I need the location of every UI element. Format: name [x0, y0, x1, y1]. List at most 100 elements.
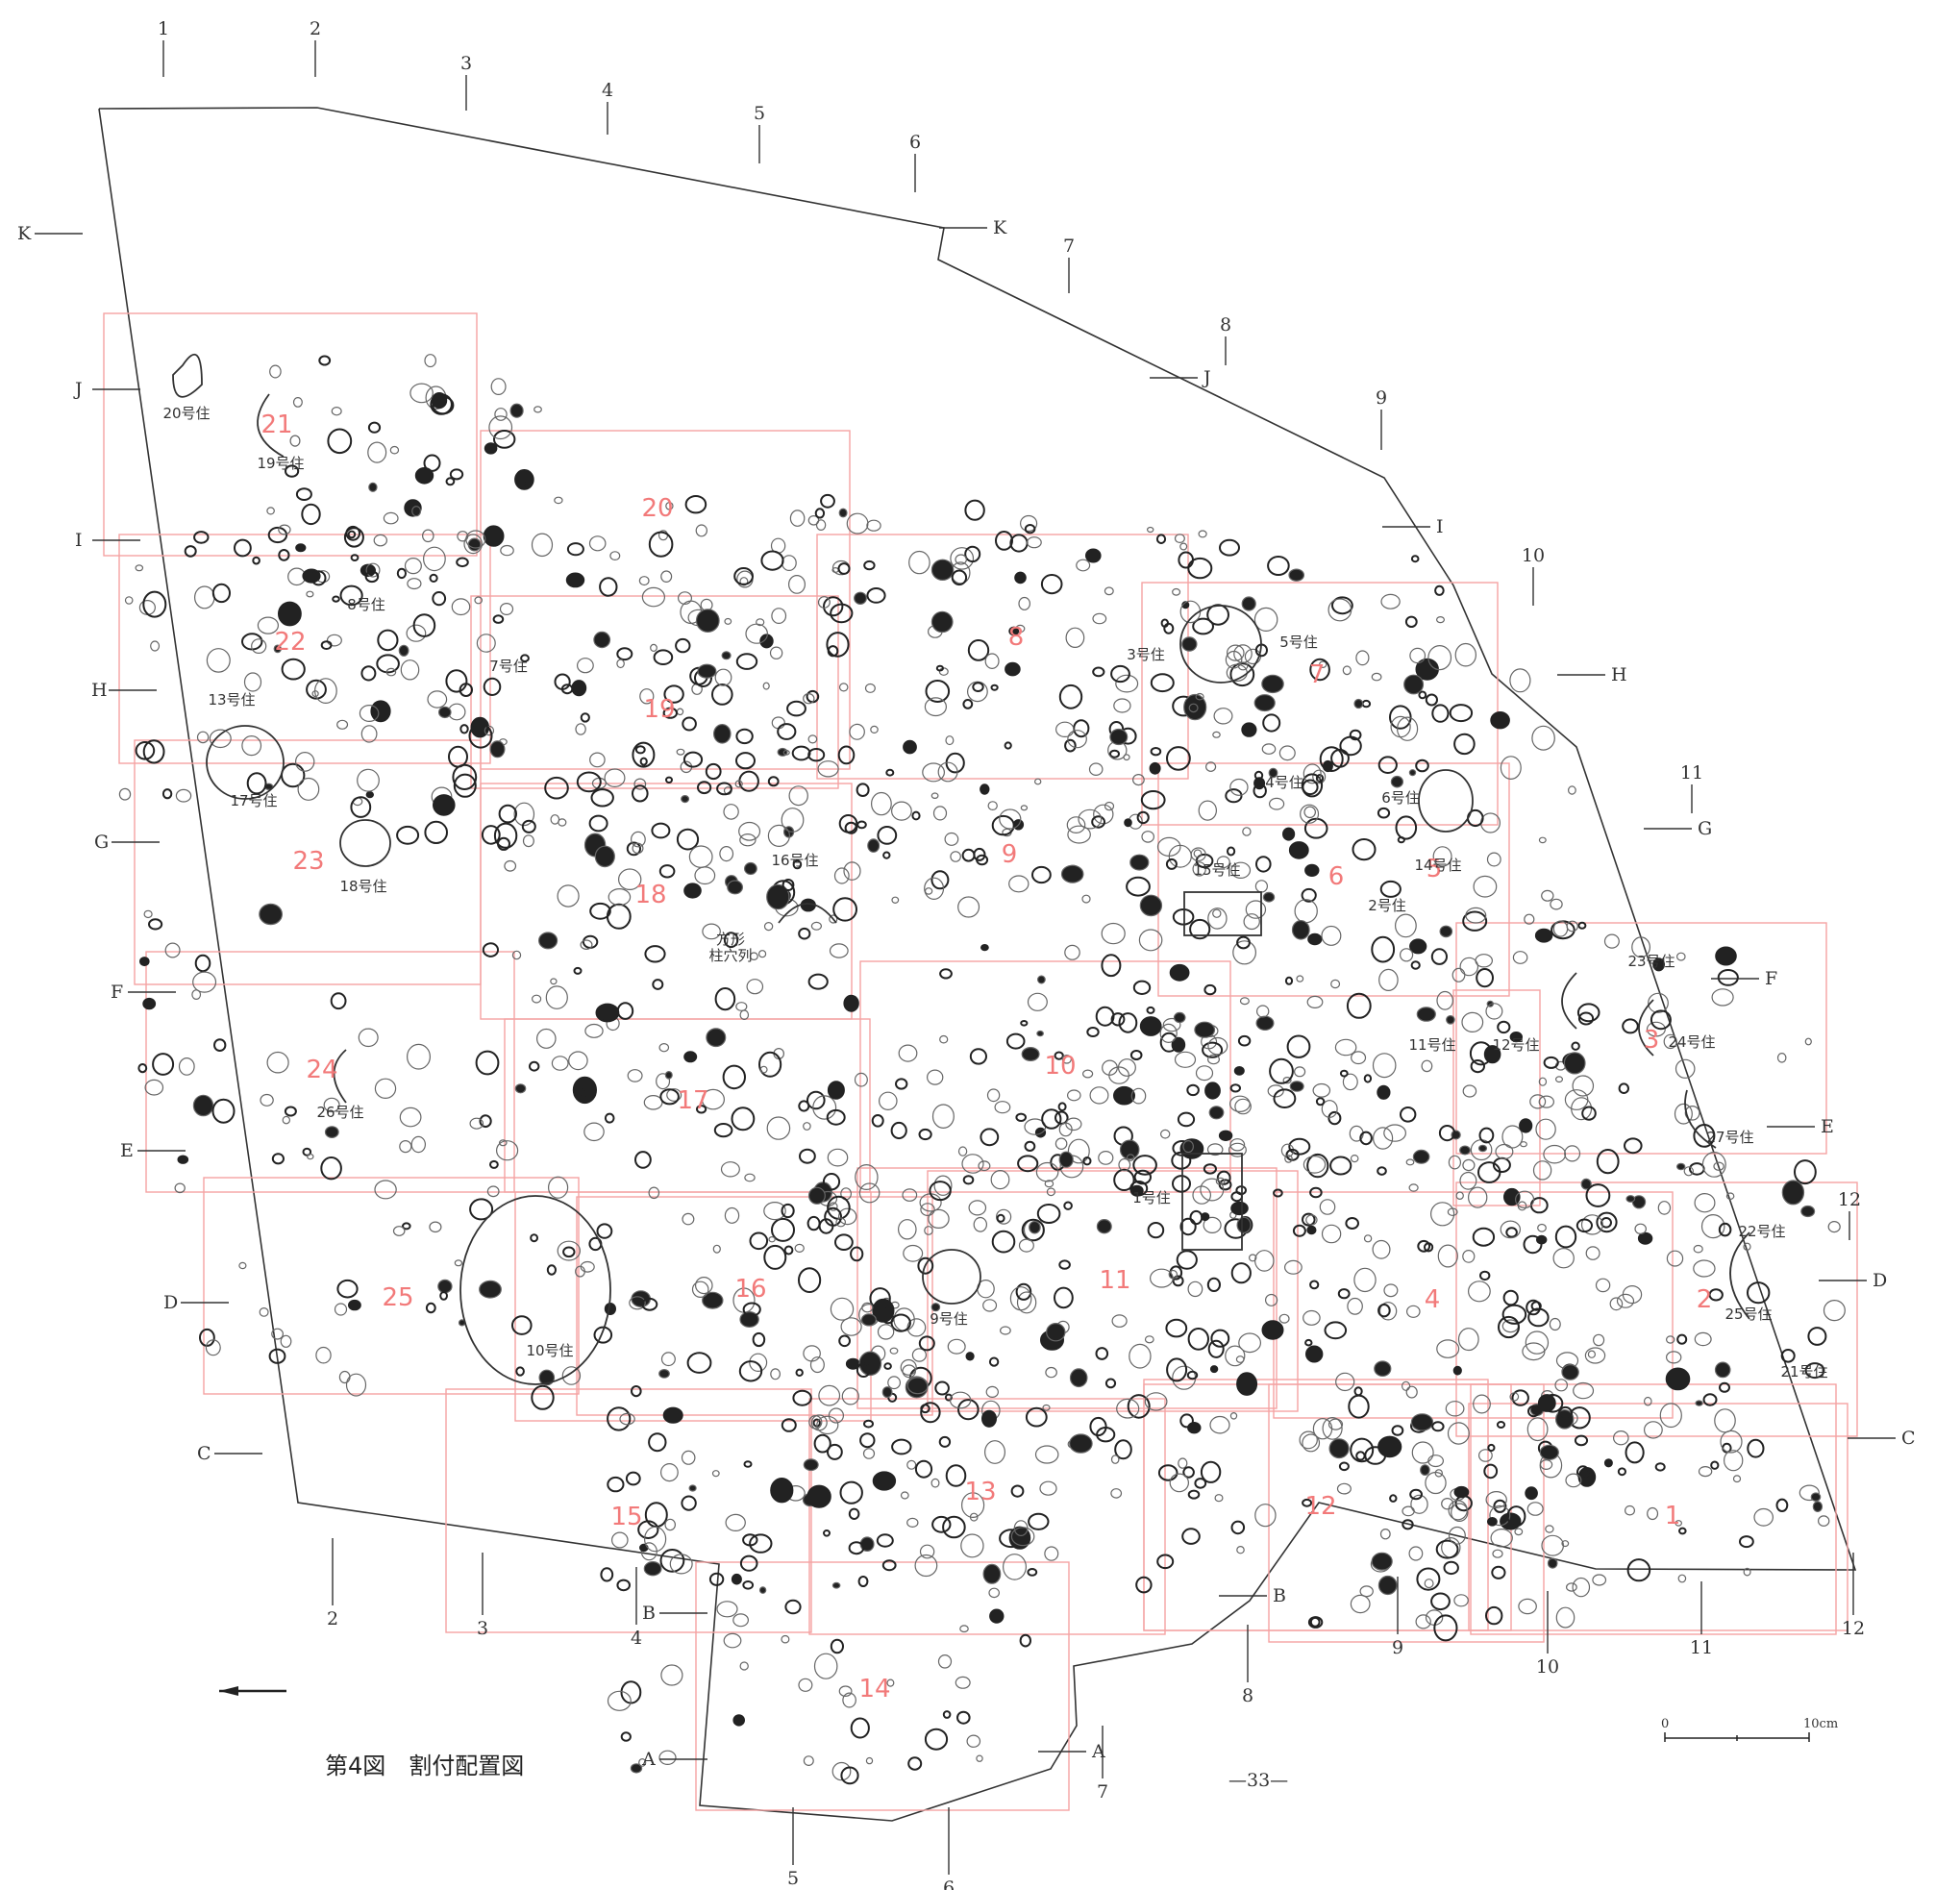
pit-feature: [437, 1279, 453, 1294]
pit-feature: [1304, 1338, 1313, 1347]
pit-feature: [164, 942, 181, 958]
pit-feature: [1014, 571, 1027, 584]
pit-feature: [957, 1399, 980, 1421]
pit-feature: [423, 546, 446, 572]
pit-feature: [828, 1407, 845, 1424]
pit-feature: [1584, 1347, 1606, 1364]
annotation-line2: 柱穴列: [708, 947, 752, 964]
pit-feature: [806, 1090, 826, 1110]
pit-feature: [903, 739, 917, 755]
pit-feature: [1093, 804, 1114, 825]
pit-feature: [1123, 754, 1130, 761]
pit-feature: [1331, 596, 1353, 615]
pit-feature: [463, 534, 483, 555]
pit-feature: [1714, 1361, 1731, 1379]
pit-feature: [205, 1339, 221, 1356]
pit-feature: [142, 590, 167, 618]
pit-feature: [960, 1492, 985, 1518]
pit-feature: [414, 467, 434, 485]
pit-feature: [1232, 940, 1256, 965]
pit-features: [118, 354, 1846, 1785]
pit-feature: [1187, 1489, 1201, 1500]
section-frame: [145, 951, 515, 1193]
pit-feature: [544, 776, 569, 800]
pit-feature: [1273, 1088, 1297, 1108]
pit-feature: [1410, 1494, 1428, 1514]
pit-feature: [1230, 1201, 1249, 1216]
pit-feature: [695, 609, 720, 633]
pit-feature: [1104, 801, 1115, 811]
pit-feature: [999, 808, 1022, 830]
pit-feature: [1448, 1155, 1462, 1170]
pit-feature: [1138, 929, 1163, 952]
pit-feature: [1439, 925, 1453, 938]
pit-feature: [292, 397, 303, 408]
pit-feature: [925, 680, 951, 703]
pit-feature: [850, 1246, 864, 1262]
pit-feature: [604, 1112, 615, 1124]
pit-feature: [1624, 1137, 1643, 1155]
pit-feature: [1577, 921, 1587, 930]
pit-feature: [1501, 1304, 1527, 1325]
pit-feature: [1415, 1614, 1431, 1629]
pit-feature: [1550, 898, 1563, 910]
pit-feature: [889, 1347, 899, 1355]
pit-feature: [497, 836, 510, 851]
pit-feature: [1204, 761, 1217, 772]
pit-feature: [743, 1460, 753, 1468]
pit-feature: [1150, 673, 1175, 693]
pit-feature: [550, 978, 558, 985]
pit-feature: [967, 681, 988, 703]
pit-feature: [1418, 690, 1427, 700]
pit-feature: [1477, 1449, 1493, 1462]
pit-feature: [731, 1573, 742, 1585]
pit-feature: [1435, 615, 1445, 624]
pit-feature: [757, 950, 767, 958]
pit-feature: [1020, 1020, 1029, 1027]
section-number: 8: [1008, 623, 1025, 652]
grid-col-label-top: 2: [310, 18, 321, 39]
pit-feature: [1543, 1144, 1567, 1164]
pit-feature: [280, 1334, 292, 1348]
pit-feature: [930, 1303, 941, 1312]
pit-feature: [545, 985, 568, 1009]
pit-feature: [1353, 1267, 1377, 1293]
pit-feature: [723, 932, 739, 949]
pit-feature: [1626, 1558, 1651, 1582]
pit-feature: [920, 1203, 935, 1216]
dwelling-label-h5: 5号住: [1279, 634, 1318, 651]
pit-feature: [1193, 849, 1203, 858]
pit-feature: [1337, 1288, 1351, 1300]
pit-feature: [1058, 1151, 1074, 1168]
pit-feature: [1288, 568, 1304, 582]
pit-feature: [1033, 778, 1042, 785]
pit-feature: [648, 1432, 667, 1453]
pit-feature: [1720, 1430, 1743, 1454]
pit-feature: [376, 654, 400, 674]
pit-feature: [537, 932, 558, 950]
pit-feature: [1135, 1576, 1153, 1594]
pit-feature: [580, 712, 590, 723]
grid-row-label-left: J: [73, 379, 83, 400]
pit-feature: [777, 723, 797, 740]
pit-feature: [1113, 698, 1131, 713]
pit-feature: [1676, 1333, 1688, 1345]
pit-feature: [1262, 713, 1281, 733]
pit-feature: [267, 526, 288, 544]
pit-feature: [593, 1326, 613, 1344]
pit-feature: [1378, 1302, 1398, 1321]
pit-feature: [1173, 1011, 1186, 1024]
pit-feature: [935, 664, 945, 672]
figure-caption: 第4図 割付配置図: [325, 1753, 524, 1779]
pit-feature: [841, 1387, 859, 1405]
pit-feature: [1132, 1155, 1157, 1176]
pit-feature: [702, 923, 721, 940]
pit-feature: [863, 560, 876, 571]
pit-feature: [1110, 1455, 1120, 1464]
pit-feature: [725, 1513, 746, 1532]
pit-feature: [1665, 1335, 1675, 1344]
pit-feature: [1775, 1498, 1789, 1513]
pit-feature: [1098, 1150, 1114, 1165]
pit-feature: [798, 1678, 813, 1692]
grid-col-label-top: 11: [1680, 762, 1703, 783]
